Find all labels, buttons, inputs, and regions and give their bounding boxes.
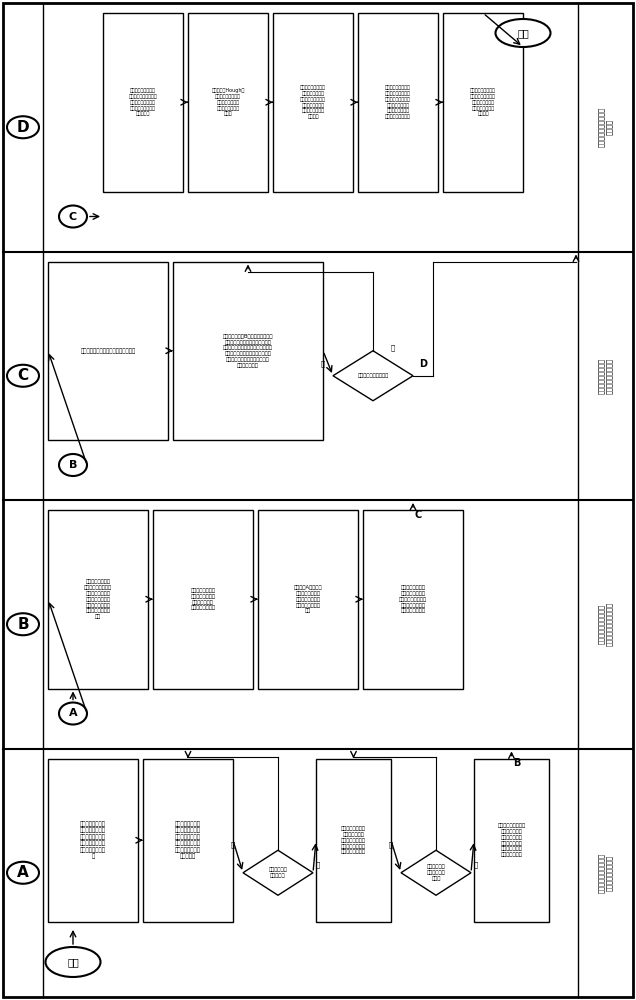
Text: D: D [419,359,427,369]
Bar [258,510,358,688]
Text: 根据图像A中标定的
关系将桥梁像素尺
度转换为模型型，
并依存在空间尺度
模型: 根据图像A中标定的 关系将桥梁像素尺 度转换为模型型， 并依存在空间尺度 模型 [294,585,322,613]
Text: 整合多个无人机拍
摄到的图像数据及
无人机的飞行路
径，建立三维模型: 整合多个无人机拍 摄到的图像数据及 无人机的飞行路 径，建立三维模型 [191,588,216,610]
Text: 桥梁梁视扫描检测和
外观图像传输与存储: 桥梁梁视扫描检测和 外观图像传输与存储 [598,358,612,394]
Bar [188,13,268,192]
Text: 桥梁结构三维模型扫描
路径规划与飞行路径确定: 桥梁结构三维模型扫描 路径规划与飞行路径确定 [598,602,612,646]
Ellipse shape [495,19,551,47]
Text: 在当前环境下调试
无人机试飞，反复
调整参数以适应当
前飞行以适应当前
飞行和感知无人机
飞行和感知: 在当前环境下调试 无人机试飞，反复 调整参数以适应当 前飞行以适应当前 飞行和感… [175,821,201,859]
Ellipse shape [59,702,87,724]
Text: 检查无人机电源装置，并进行电源补充: 检查无人机电源装置，并进行电源补充 [80,348,135,354]
Text: 否: 否 [231,841,235,848]
Bar [443,13,523,192]
Text: 开始: 开始 [67,957,79,967]
Text: 启动多个无人机对
桥梁进行扫描拍摄，
并提取图像信息传
输给地面端的平板
电脑中，无人机自
动扫描桥个机检测
模块: 启动多个无人机对 桥梁进行扫描拍摄， 并提取图像信息传 输给地面端的平板 电脑中… [84,579,112,619]
Text: 利用雷达测距尺度，
并结合多个图像
的位置信息对多
个图像尺度，并
结合实际空间到
像素空间的关系: 利用雷达测距尺度， 并结合多个图像 的位置信息对多 个图像尺度，并 结合实际空间… [497,823,525,857]
Text: 是: 是 [316,861,320,868]
Bar [316,758,391,922]
Text: 桥梁状态评估及多媒体
诊断总结: 桥梁状态评估及多媒体 诊断总结 [598,107,612,147]
Text: A: A [17,865,29,880]
Ellipse shape [7,613,39,635]
Text: 是: 是 [474,861,478,868]
Ellipse shape [7,862,39,884]
Bar [48,758,138,922]
Text: 结束: 结束 [517,28,529,38]
Bar [363,510,463,688]
Polygon shape [243,850,313,895]
Bar [48,261,168,440]
Text: 根据桥梁空间尺度
模型确定无人机进
行桥梁检测的路径，
并制定平板电脑中
结构图像扫描策略: 根据桥梁空间尺度 模型确定无人机进 行桥梁检测的路径， 并制定平板电脑中 结构图… [399,585,427,613]
Ellipse shape [7,365,39,387]
Text: C: C [415,510,422,520]
Text: 搬运无人机装置、参数
设置及机载装置标定: 搬运无人机装置、参数 设置及机载装置标定 [598,853,612,893]
Ellipse shape [7,116,39,138]
Text: B: B [513,758,520,768]
Text: 完成桥梁检测后，通
过多媒体方式（桥梁
检测图像、文本、
模型）对检测结果
进行展示: 完成桥梁检测后，通 过多媒体方式（桥梁 检测图像、文本、 模型）对检测结果 进行… [470,88,496,116]
Text: 对摄像头拍摄到的所
有图像进行降噪处理，
通过对图像求和图像
增强的方法对图像进
行处理图像: 对摄像头拍摄到的所 有图像进行降噪处理， 通过对图像求和图像 增强的方法对图像进… [128,88,157,116]
Text: 是: 是 [391,344,395,351]
Bar [474,758,549,922]
Bar [358,13,438,192]
Text: B: B [69,460,77,470]
Text: 调整无人机主方向
两个摄像头拍摄
方向，反复调整光
源参数（如目标物
光源方向及角度）: 调整无人机主方向 两个摄像头拍摄 方向，反复调整光 源参数（如目标物 光源方向及… [341,826,366,854]
Text: D: D [17,120,29,135]
Bar [103,13,183,192]
Polygon shape [401,850,471,895]
Bar [273,13,353,192]
Text: C: C [17,368,29,383]
Bar [143,758,233,922]
Text: A: A [69,708,78,718]
Bar [173,261,323,440]
Text: 是否获得最佳
照明区容的最
佳图像: 是否获得最佳 照明区容的最 佳图像 [427,864,445,881]
Bar [153,510,253,688]
Text: 多个无人机按照B中制定的自动化巡
桥结构扫描策略对桥梁结构进行全
面扫描，把实时的图像传输到当中，
无人机在扫描过程中将图像属性进
行遮碍处理，防止止桥面扫描当: 多个无人机按照B中制定的自动化巡 桥结构扫描策略对桥梁结构进行全 面扫描，把实时… [223,334,273,368]
Text: 否: 否 [389,841,393,848]
Text: 通过数字图像处理方
法和标注信息对桥梁
结构进行定量分析，
确定桥梁的尺寸（
如纵长、宽度、等
），并进行安全评估: 通过数字图像处理方 法和标注信息对桥梁 结构进行定量分析， 确定桥梁的尺寸（ 如… [385,85,411,119]
Polygon shape [333,351,413,401]
Bar [48,510,148,688]
Text: 是否能够稳定
飞行和感知: 是否能够稳定 飞行和感知 [268,867,287,878]
Text: 对图像进行Hough变
换，采用图像分割和
列图向相摄影机的
方法进行边缘检测
和识别: 对图像进行Hough变 换，采用图像分割和 列图向相摄影机的 方法进行边缘检测 … [211,88,245,116]
Ellipse shape [46,947,100,977]
Ellipse shape [59,206,87,228]
Text: B: B [17,617,29,632]
Text: 测桥梁所在区域内的
裂缝、桥拱、平顺
不平等、桥面缺陷、
表面脸色、路面缺
陷、部件个桥梁检
测数据库: 测桥梁所在区域内的 裂缝、桥拱、平顺 不平等、桥面缺陷、 表面脸色、路面缺 陷、… [300,85,326,119]
Text: 否: 否 [321,360,325,367]
Text: C: C [69,212,77,222]
Text: 检测桥梁是否扫描完毕: 检测桥梁是否扫描完毕 [357,373,389,378]
Text: 搭建移动多目视觉
检测系统，每个无
人机携带多个拍摄
头、摄像头，每个
无人机携带拍摄头
拍: 搭建移动多目视觉 检测系统，每个无 人机携带多个拍摄 头、摄像头，每个 无人机携… [80,821,106,859]
Ellipse shape [59,454,87,476]
